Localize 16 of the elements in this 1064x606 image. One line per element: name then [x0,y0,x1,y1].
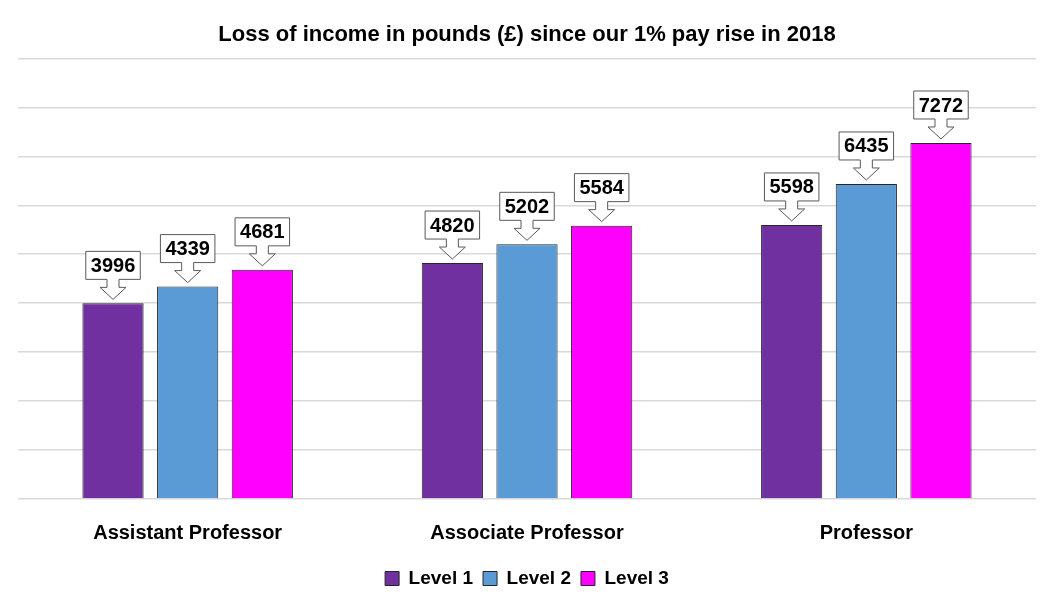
x-tick-label: Professor [819,520,914,543]
legend-label: Level 1 [408,566,474,588]
data-label: 4339 [165,237,210,260]
data-label: 7272 [918,93,964,116]
data-label: 4820 [430,213,475,236]
data-label: 4681 [240,220,285,243]
data-label: 3996 [90,253,136,276]
data-label: 6435 [844,134,889,157]
data-label: 5584 [579,176,625,199]
legend-label: Level 2 [506,566,571,588]
data-label: 5202 [504,194,550,217]
x-tick-label: Assistant Professor [93,520,283,543]
legend-label: Level 3 [604,566,669,588]
x-tick-label: Associate Professor [430,520,624,543]
data-label: 5598 [769,175,814,198]
chart-title: Loss of income in pounds (£) since our 1% pay rise in 2018 [218,21,836,47]
